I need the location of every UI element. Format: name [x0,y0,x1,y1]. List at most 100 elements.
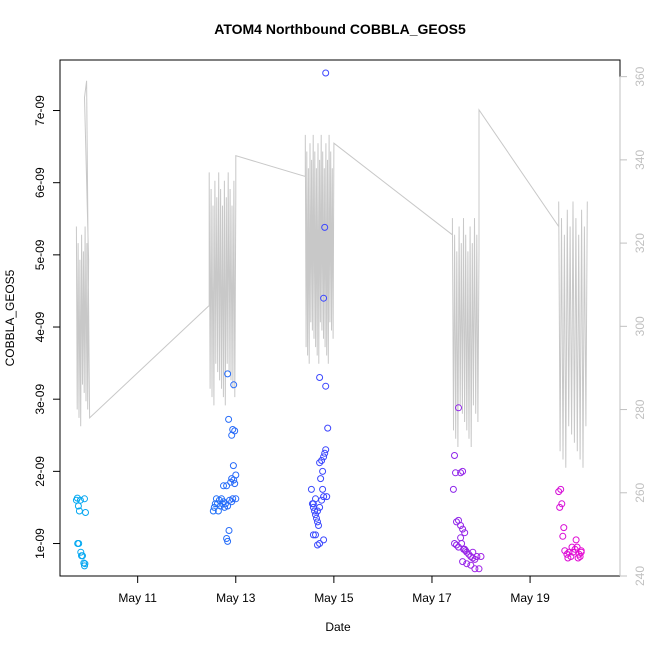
data-point [576,553,584,560]
data-point [230,381,238,389]
data-point [314,541,321,549]
data-point [228,431,236,439]
y-tick-label: 3e-09 [33,384,47,415]
data-point [220,482,227,490]
series-line [75,80,588,468]
y-tick-label: 2e-09 [33,456,47,487]
y-axis: 1e-09 2e-09 3e-09 4e-09 5e-09 6e-09 7e-09 [33,95,61,559]
x-axis: May 11 May 13 May 15 May 17 May 19 [118,575,550,605]
data-point [222,500,229,508]
y-tick-label: 4e-09 [33,311,47,342]
data-point [229,495,237,503]
data-point [457,522,465,529]
data-point [75,540,83,547]
data-point [322,69,330,77]
data-point [312,511,319,519]
data-point [309,531,317,539]
data-point [469,548,477,556]
data-point [465,550,473,558]
data-point [557,485,565,493]
data-point [231,427,239,435]
data-point [316,374,324,381]
y-tick-label: 5e-09 [33,239,47,270]
data-point [79,552,86,560]
data-point [225,527,233,534]
line-series [75,80,588,468]
data-point [556,503,564,511]
x-tick-label: May 11 [118,591,157,605]
y-tick-label: 1e-09 [33,528,47,559]
data-point [320,453,328,461]
data-point [461,529,469,537]
x-tick-label: May 15 [314,591,354,605]
data-point [558,500,566,508]
data-point [452,469,459,477]
data-point [311,507,318,515]
x-tick-label: May 13 [216,591,256,605]
data-point [82,509,89,516]
data-point [459,558,467,566]
data-point [316,540,324,547]
data-point [81,560,89,568]
data-point [314,507,321,515]
data-point [559,532,567,540]
data-point [318,496,326,504]
data-point [564,554,572,562]
data-point [323,493,331,501]
data-point [449,485,457,493]
data-point [319,485,327,493]
data-point [80,559,88,567]
chart-title: ATOM4 Northbound COBBLA_GEOS5 [214,21,466,37]
data-point [77,548,85,556]
data-point [320,493,328,501]
data-point [563,550,571,558]
data-point [453,541,460,549]
data-point [560,524,568,532]
data-point [574,554,582,562]
data-point [459,525,467,533]
data-point [229,426,237,433]
data-point [232,471,240,479]
data-point [455,404,462,412]
data-point [225,415,233,423]
data-point [473,553,481,560]
data-point [457,469,465,477]
right-tick-label: 340 [633,150,647,170]
plot-frame [59,59,621,577]
right-axis: 240 260 280 300 320 340 360 [619,66,647,586]
data-point [223,535,231,542]
right-tick-label: 320 [633,233,647,253]
x-tick-label: May 19 [510,591,550,605]
data-point [223,482,231,490]
data-point [320,536,328,544]
data-point [475,565,483,573]
data-point [224,537,232,545]
data-point [209,507,217,515]
data-point [76,496,84,504]
y-tick-label: 7e-09 [33,95,47,126]
data-point [231,480,239,488]
data-point [312,531,319,539]
data-point [572,536,580,544]
x-tick-label: May 17 [412,591,452,605]
data-point [568,543,576,551]
data-point [312,495,319,503]
data-point [451,540,458,547]
right-tick-label: 300 [633,316,647,336]
data-point [314,518,321,526]
data-point [313,514,320,522]
data-point [318,457,326,464]
data-point [463,560,471,568]
right-tick-label: 260 [633,482,647,502]
data-point [561,547,569,555]
right-tick-label: 360 [633,66,647,86]
data-point [317,475,325,483]
data-point [321,449,329,457]
data-point [322,382,330,390]
data-point [315,522,322,529]
data-point [451,452,458,459]
data-point [320,294,328,302]
data-point [453,518,460,526]
right-tick-label: 280 [633,399,647,419]
